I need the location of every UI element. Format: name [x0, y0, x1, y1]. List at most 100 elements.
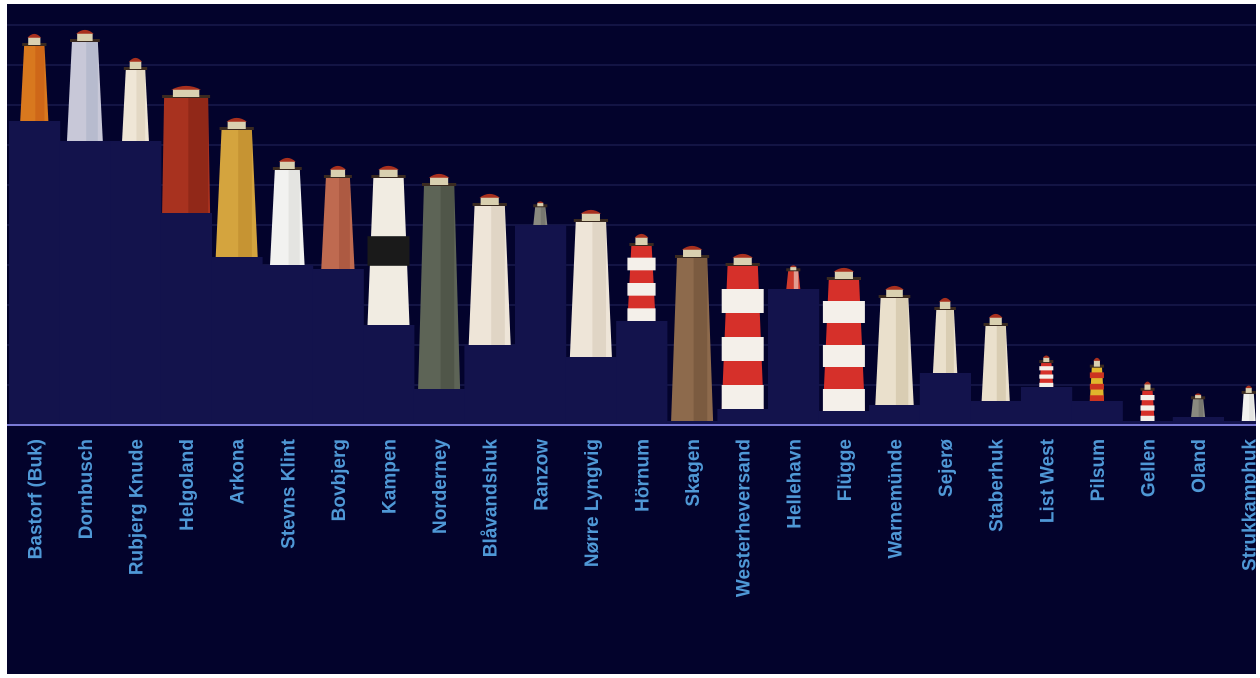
lighthouse-dome — [1042, 355, 1050, 358]
terrain-bar-13 — [616, 321, 668, 425]
lighthouse-band — [822, 389, 865, 411]
lighthouse-lantern — [989, 317, 1002, 325]
x-tick-label: Blåvandshuk — [481, 439, 502, 558]
x-tick-label: Westerheversand — [734, 439, 755, 597]
lighthouse-lantern — [480, 197, 499, 205]
lighthouse-21 — [1039, 355, 1054, 387]
lighthouse-shade — [592, 221, 607, 357]
x-tick-label: Norderney — [430, 439, 451, 534]
lighthouse-dome — [428, 173, 450, 178]
terrain-bar-15 — [717, 409, 769, 425]
lighthouse-band — [1039, 374, 1054, 379]
lighthouse-dome — [479, 193, 500, 198]
terrain-bar-23 — [1122, 421, 1174, 425]
x-tick-label: List West — [1037, 438, 1058, 523]
lighthouse-shade — [895, 297, 909, 405]
terrain-bar-1 — [9, 121, 61, 425]
lighthouse-shade — [1198, 398, 1204, 417]
x-tick-label: Rubjerg Knude — [127, 439, 148, 575]
lighthouse-1 — [20, 33, 49, 121]
x-tick-label: Ranzow — [531, 439, 552, 511]
lighthouse-dome — [833, 267, 855, 272]
lighthouse-dome — [885, 285, 904, 290]
lighthouse-band — [627, 308, 656, 321]
x-tick-label: Helgoland — [177, 439, 198, 531]
x-tick-label: Dornbusch — [76, 439, 97, 539]
lighthouse-shade — [238, 129, 252, 257]
lighthouse-band — [1089, 372, 1104, 379]
lighthouse-band — [721, 385, 764, 409]
lighthouse-lantern — [537, 202, 544, 207]
category-labels: Bastorf (Buk) Dornbusch Rubjerg Knude Helgo… — [25, 438, 1256, 597]
x-tick-label: Kampen — [380, 439, 401, 514]
lighthouse-lantern — [28, 37, 41, 45]
lighthouse-band — [1039, 366, 1054, 371]
chart-panel: Bastorf (Buk) Dornbusch Rubjerg Knude Helgo… — [7, 4, 1256, 674]
lighthouse-17 — [822, 267, 865, 411]
x-tick-label: Pilsum — [1088, 439, 1109, 501]
terrain-bar-2 — [59, 141, 111, 425]
x-tick-label: Skagen — [683, 439, 704, 507]
lighthouse-6 — [270, 157, 305, 265]
lighthouse-dome — [27, 33, 42, 38]
x-tick-label: Sejerø — [936, 439, 957, 497]
terrain-bar-4 — [160, 213, 212, 425]
x-tick-label: Warnemünde — [886, 439, 907, 559]
lighthouse-dome — [732, 253, 753, 258]
terrain-bar-17 — [818, 411, 870, 425]
terrain-bar-8 — [363, 325, 415, 425]
lighthouse-23 — [1140, 381, 1155, 421]
x-tick-label: Strukkamphuk — [1240, 439, 1256, 571]
lighthouse-shade — [540, 206, 546, 225]
lighthouse-19 — [932, 297, 958, 373]
lighthouse-shade — [440, 185, 455, 389]
lighthouse-lantern — [790, 266, 797, 271]
x-tick-label: Gellen — [1139, 439, 1160, 497]
lighthouse-band — [1089, 383, 1104, 390]
lighthouse-lantern — [430, 177, 449, 185]
x-tick-label: Hörnum — [633, 439, 654, 512]
x-tick-label: Arkona — [228, 439, 249, 505]
lighthouse-band — [721, 289, 764, 313]
lighthouse-dome — [76, 29, 94, 34]
lighthouse-lantern — [1195, 394, 1202, 399]
lighthouse-24 — [1191, 393, 1206, 417]
lighthouse-dome — [988, 313, 1003, 318]
terrain-bar-12 — [565, 357, 617, 425]
terrain-bar-10 — [464, 345, 516, 425]
lighthouse-band — [1140, 405, 1155, 411]
lighthouse-shade — [793, 270, 799, 289]
x-tick-label: Stevns Klint — [278, 438, 299, 548]
terrain-bar-11 — [515, 225, 567, 425]
lighthouse-dome — [1245, 385, 1253, 389]
x-tick-label: Nørre Lyngvig — [582, 439, 603, 567]
lighthouse-7 — [321, 165, 355, 269]
lighthouse-lantern — [683, 249, 702, 257]
lighthouse-lantern — [379, 169, 398, 177]
lighthouse-8 — [367, 165, 410, 325]
lighthouse-lantern — [886, 289, 903, 297]
lighthouse-13 — [627, 233, 656, 321]
lighthouse-lantern — [635, 237, 648, 245]
terrain-bar-25 — [1223, 421, 1256, 425]
x-tick-label: Bovbjerg — [329, 439, 350, 521]
lighthouse-20 — [981, 313, 1010, 401]
lighthouse-shade — [188, 97, 209, 213]
lighthouse-dome — [939, 297, 952, 302]
lighthouse-lantern — [1093, 360, 1100, 367]
lighthouse-9 — [418, 173, 461, 389]
x-tick-label: Staberhuk — [987, 439, 1008, 532]
lighthouse-lantern — [77, 33, 93, 41]
lighthouse-5 — [215, 117, 258, 257]
terrain-bar-21 — [1021, 387, 1073, 425]
lighthouse-towers — [20, 29, 1256, 421]
lighthouse-dome — [278, 157, 296, 162]
lighthouse-lantern — [172, 89, 200, 97]
lighthouse-lantern — [330, 169, 346, 177]
lighthouse-dome — [789, 265, 797, 268]
lighthouse-band — [1039, 382, 1054, 387]
terrain-bar-24 — [1172, 417, 1224, 425]
x-tick-label: Bastorf (Buk) — [25, 439, 46, 559]
lighthouse-dome — [580, 209, 602, 214]
terrain-bar-3 — [110, 141, 162, 425]
